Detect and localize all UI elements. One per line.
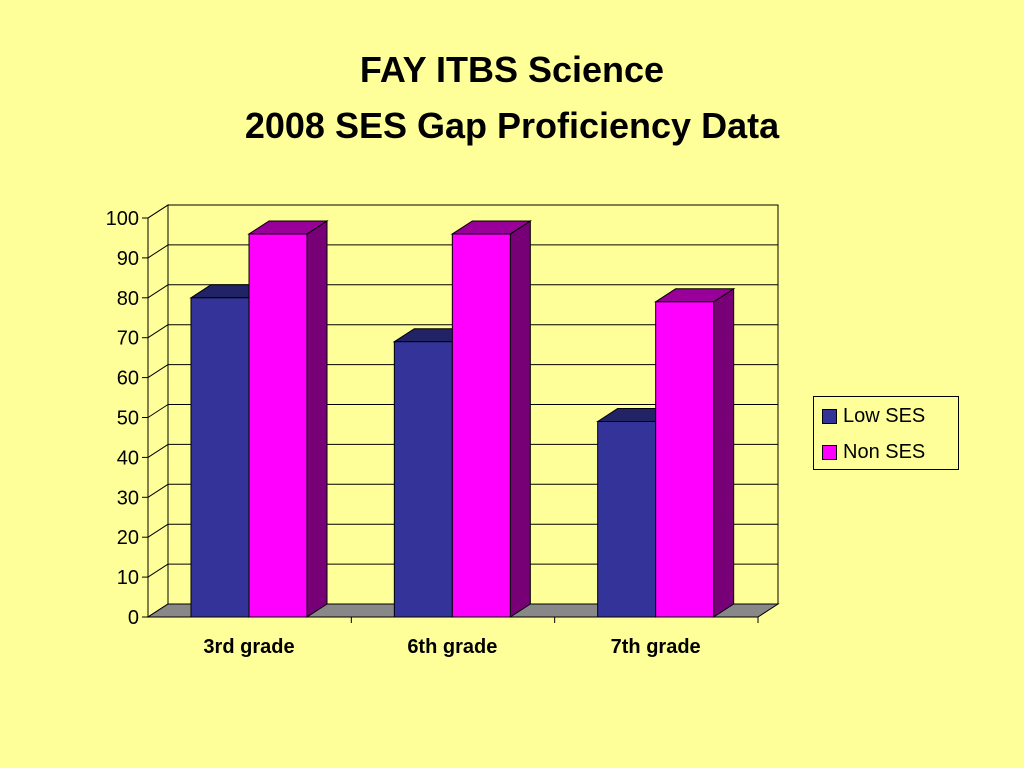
gridline-side	[147, 523, 169, 538]
y-tick-label: 90	[117, 248, 139, 270]
bar-low-ses	[597, 420, 657, 618]
y-tick-label: 100	[106, 208, 139, 230]
bar-non-ses	[451, 233, 511, 618]
y-tick-label: 50	[117, 408, 139, 430]
legend-label-non-ses: Non SES	[843, 441, 926, 463]
bar-non-ses	[655, 301, 715, 618]
bar-low-ses	[190, 297, 250, 618]
bar-low-ses	[393, 341, 453, 618]
chart-title: FAY ITBS Science	[359, 49, 665, 90]
y-tick-label: 20	[117, 527, 139, 549]
x-tick-label: 6th grade	[407, 636, 497, 658]
legend-swatch-non-ses	[822, 445, 837, 460]
gridline-side	[147, 443, 169, 458]
gridline-side	[147, 284, 169, 299]
chart-subtitle: 2008 SES Gap Proficiency Data	[244, 105, 780, 146]
legend-swatch-low-ses	[822, 409, 837, 424]
bar-non-ses	[248, 233, 308, 618]
x-tick-label: 7th grade	[611, 636, 701, 658]
gridline-side	[147, 364, 169, 379]
y-tick-label: 30	[117, 487, 139, 509]
gridline-side	[147, 483, 169, 498]
y-tick-label: 10	[117, 567, 139, 589]
bar-side-non-ses	[713, 287, 735, 618]
bar-side-non-ses	[306, 220, 328, 618]
gridline-side	[147, 563, 169, 578]
legend-item-low-ses: Low SES	[822, 405, 925, 428]
y-tick-label: 70	[117, 328, 139, 350]
y-tick-label: 80	[117, 288, 139, 310]
gridline-side	[147, 404, 169, 418]
y-tick-label: 60	[117, 368, 139, 390]
y-tick-label: 40	[117, 447, 139, 469]
legend-item-non-ses: Non SES	[822, 441, 925, 464]
gridline-side	[147, 244, 169, 259]
legend: Low SES Non SES	[813, 396, 959, 470]
legend-label-low-ses: Low SES	[843, 405, 926, 427]
gridline-side	[147, 204, 169, 219]
gridline-side	[147, 324, 169, 339]
y-tick-label: 0	[128, 607, 139, 629]
x-tick-label: 3rd grade	[203, 636, 294, 658]
bar-side-non-ses	[509, 220, 531, 618]
